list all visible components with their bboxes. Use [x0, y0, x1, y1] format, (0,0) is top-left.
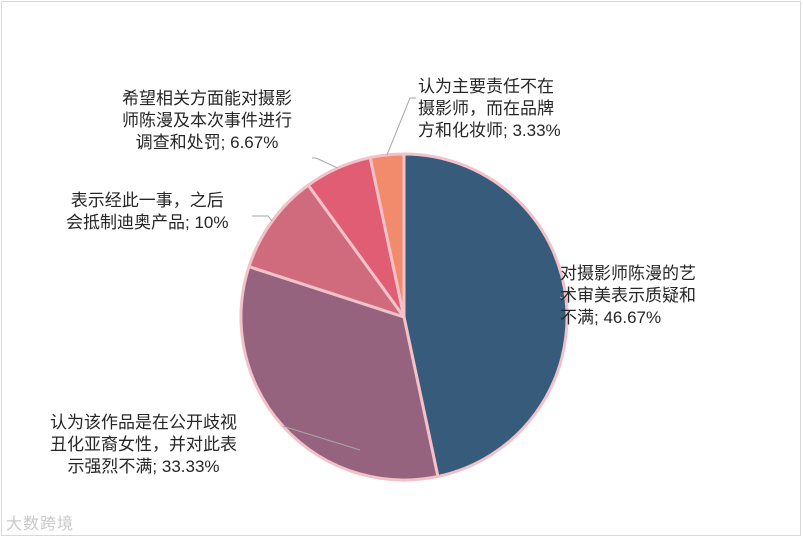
- pie-slice-2: [247, 183, 406, 319]
- slice-label-0: 对摄影师陈漫的艺 术审美表示质疑和 不满; 46.67%: [560, 264, 696, 327]
- watermark: 大数跨境: [6, 516, 75, 533]
- leader-lines: [252, 97, 567, 451]
- leader-line-2: [252, 215, 273, 222]
- leader-line-0: [559, 296, 567, 301]
- leader-line-3: [312, 157, 338, 169]
- pie-slice-1: [239, 265, 440, 482]
- slice-label-2: 表示经此一事，之后 会抵制迪奥产品; 10%: [66, 191, 229, 232]
- pie-slices: [239, 152, 569, 482]
- slice-label-4: 认为主要责任不在 摄影师，而在品牌 方和化妆师; 3.33%: [418, 77, 561, 140]
- leader-line-4: [386, 97, 416, 156]
- slice-label-1: 认为该作品是在公开歧视 丑化亚裔女性，并对此表 示强烈不满; 33.33%: [50, 413, 237, 476]
- leader-line-1: [282, 425, 361, 451]
- slice-label-3: 希望相关方面能对摄影 师陈漫及本次事件进行 调查和处罚; 6.67%: [122, 89, 292, 152]
